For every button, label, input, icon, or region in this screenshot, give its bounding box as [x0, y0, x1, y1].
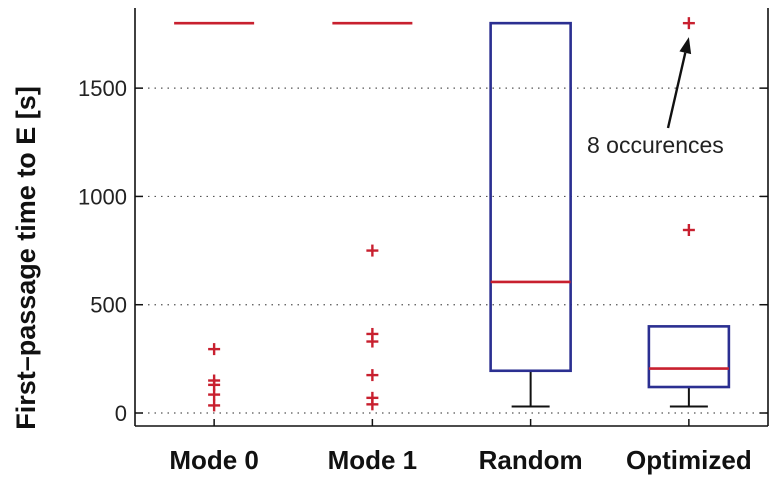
box-group: [489, 21, 572, 408]
box-iqr: [489, 21, 572, 373]
plot-data: [174, 17, 731, 412]
annotation-group: 8 occurences: [587, 37, 724, 158]
y-tick-label: 500: [90, 293, 127, 318]
outlier-marker: [208, 399, 221, 412]
grid-lines: [135, 87, 768, 414]
y-tick-label: 1000: [78, 184, 127, 209]
y-tick-label: 1500: [78, 76, 127, 101]
outlier-marker: [208, 343, 221, 356]
x-tick-label: Optimized: [626, 445, 752, 475]
axes: 0 500 1000 1500 Mode 0 Mode 1 Random Optimized: [78, 8, 769, 475]
annotation-arrow-head: [679, 37, 692, 55]
box-group: [332, 21, 413, 411]
x-tick-label: Mode 0: [169, 445, 259, 475]
y-tick-label: 0: [115, 401, 127, 426]
x-tick-label: Mode 1: [328, 445, 418, 475]
box-iqr: [647, 325, 731, 389]
annotation-label: 8 occurences: [587, 132, 724, 158]
outlier-marker: [366, 398, 379, 411]
box-group: [647, 17, 731, 408]
x-tick-label: Random: [479, 445, 583, 475]
box-group: [174, 21, 255, 412]
annotation-arrow-line: [666, 52, 687, 129]
outlier-marker: [366, 335, 379, 348]
outlier-marker: [682, 223, 695, 236]
y-axis-label: First–passage time to E [s]: [11, 86, 41, 430]
outlier-marker: [366, 244, 379, 257]
outlier-marker: [682, 17, 695, 30]
outlier-marker: [208, 388, 221, 401]
outlier-marker: [366, 369, 379, 382]
